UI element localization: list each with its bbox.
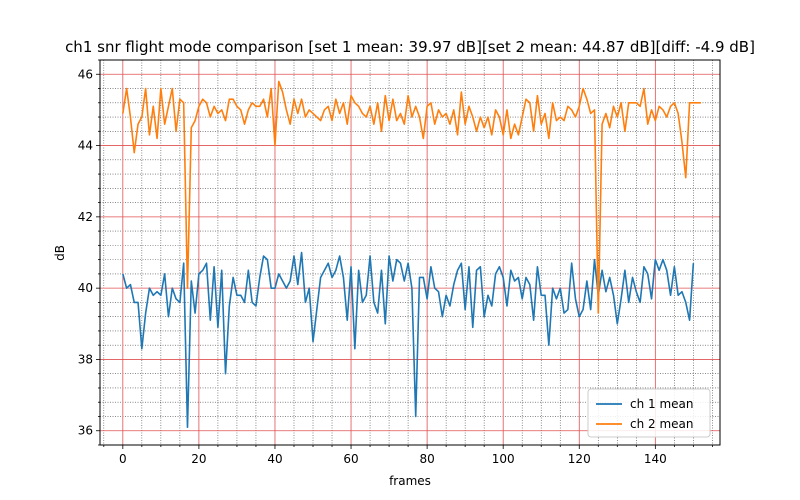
x-tick-label: 100 <box>492 452 515 466</box>
legend-box <box>587 388 711 438</box>
x-axis-ticks: 0 20 40 60 80 100 120 140 <box>103 445 713 466</box>
x-tick-label: 0 <box>119 452 127 466</box>
x-axis-label: frames <box>389 474 431 488</box>
y-tick-label: 44 <box>78 139 93 153</box>
plot-frame <box>99 59 721 446</box>
legend: ch 1 mean ch 2 mean <box>587 388 711 438</box>
x-tick-label: 20 <box>191 452 206 466</box>
x-tick-label: 120 <box>568 452 591 466</box>
y-tick-label: 40 <box>78 281 93 295</box>
legend-label: ch 1 mean <box>630 397 694 411</box>
x-tick-label: 80 <box>419 452 434 466</box>
y-tick-label: 46 <box>78 67 93 81</box>
x-tick-label: 60 <box>343 452 358 466</box>
x-tick-label: 140 <box>644 452 667 466</box>
x-tick-label: 40 <box>267 452 282 466</box>
y-tick-label: 36 <box>78 424 93 438</box>
y-axis-ticks: 36 38 40 42 44 46 <box>78 59 100 446</box>
legend-label: ch 2 mean <box>630 417 694 431</box>
major-grid <box>100 60 720 445</box>
series-layer <box>122 80 701 428</box>
y-tick-label: 42 <box>78 210 93 224</box>
y-axis-label: dB <box>53 245 67 261</box>
series-line-2 <box>122 80 701 314</box>
minor-grid <box>100 59 720 446</box>
chart-title: ch1 snr flight mode comparison [set 1 me… <box>65 38 755 56</box>
y-tick-label: 38 <box>78 352 93 366</box>
